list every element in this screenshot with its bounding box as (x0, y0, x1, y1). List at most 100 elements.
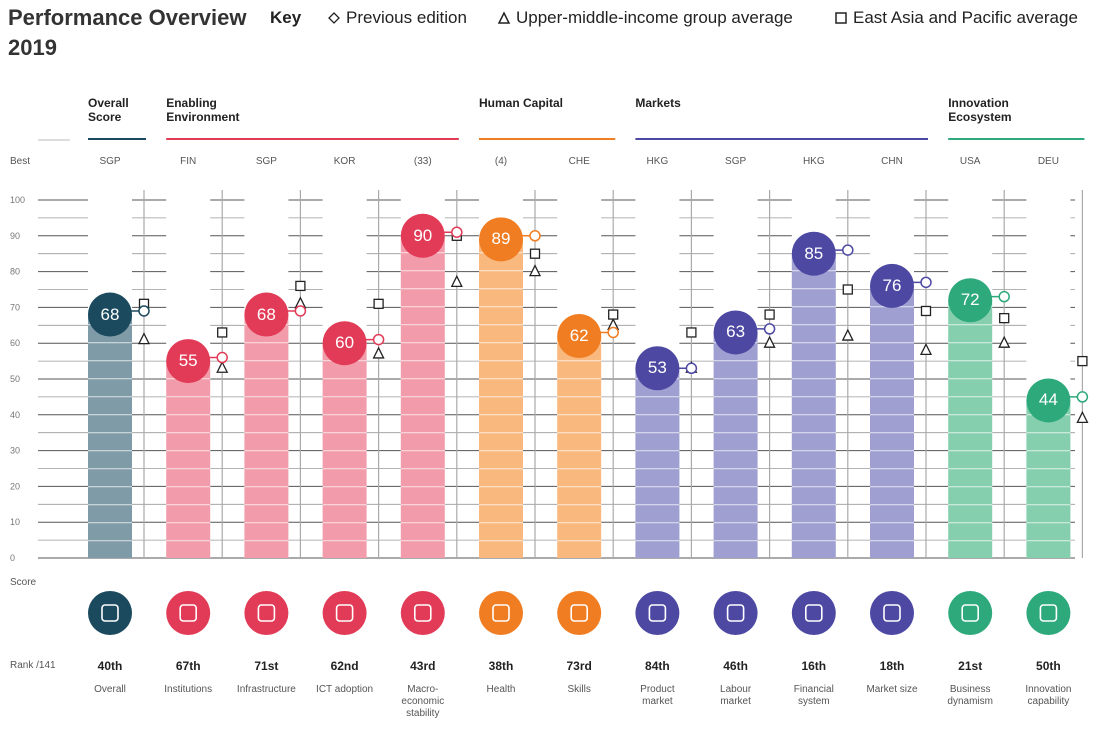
score-label: 55 (178, 351, 198, 371)
best-country: HKG (646, 156, 669, 167)
best-country: HKG (802, 156, 825, 167)
bar-stripes (400, 235, 445, 559)
group-title: Innovation Ecosystem (948, 96, 1012, 125)
score-circle (713, 310, 758, 355)
bar-stripes (88, 314, 132, 558)
y-tick-label: 90 (10, 231, 20, 241)
previous-marker (998, 290, 1010, 303)
pillar-icon-glyph (101, 604, 119, 622)
y-tick-label: 40 (10, 410, 20, 420)
score-circle (322, 321, 367, 366)
best-label: Best (10, 156, 31, 167)
previous-marker (372, 333, 385, 346)
previous-marker (1076, 391, 1089, 403)
bar-stripes (166, 361, 211, 558)
pillar-icon (713, 591, 758, 635)
rank: 43rd (410, 659, 436, 673)
score-circle (948, 278, 993, 323)
legend-triangle (497, 11, 511, 24)
best-country: KOR (333, 156, 356, 167)
east-asia-marker (999, 312, 1010, 324)
rank: 40th (97, 659, 123, 673)
score-label: 53 (647, 358, 667, 378)
group-title: Human Capital (479, 96, 564, 110)
rank: 67th (175, 659, 201, 673)
best-country: FIN (180, 156, 197, 167)
upper-middle-marker (841, 328, 854, 341)
upper-middle-marker (137, 332, 151, 345)
pillar-name: Financial system (793, 684, 834, 707)
previous-marker (685, 362, 698, 375)
score-label: 68 (256, 304, 276, 324)
score-circle (479, 217, 523, 262)
pillar-icon-glyph (804, 604, 823, 622)
previous-marker (920, 276, 932, 289)
score-circle (244, 292, 289, 337)
best-country: (4) (494, 156, 508, 167)
east-asia-marker (217, 327, 228, 338)
rank: 62nd (330, 659, 359, 673)
upper-middle-marker (216, 360, 229, 373)
key-title: Key (270, 8, 302, 27)
bar-stripes (322, 343, 367, 558)
best-country: DEU (1037, 156, 1059, 167)
score-circle (635, 346, 680, 391)
bar-stripes (1026, 400, 1071, 558)
previous-marker (138, 305, 150, 317)
score-label: 76 (882, 275, 902, 295)
rank: 18th (879, 659, 905, 673)
previous-marker (529, 230, 541, 242)
bar-stripes (635, 368, 680, 558)
pillar-name: Product market (640, 684, 675, 707)
score-label: 89 (491, 229, 511, 249)
y-tick-label: 70 (10, 302, 20, 312)
group-title: Markets (635, 96, 681, 110)
score-label: 85 (804, 243, 824, 263)
pillar-icon (557, 591, 602, 635)
east-asia-marker (373, 298, 384, 309)
previous-marker (451, 226, 463, 238)
upper-middle-marker (998, 335, 1011, 348)
best-country: SGP (255, 156, 277, 167)
score-label: 72 (960, 290, 980, 310)
best-country: (33) (413, 156, 432, 167)
score-circle (791, 231, 836, 276)
score-label: 63 (726, 322, 746, 342)
rank: 16th (801, 659, 827, 673)
score-circle (166, 339, 211, 384)
rank: 38th (488, 659, 514, 673)
score-label: 62 (569, 326, 589, 346)
east-asia-marker (842, 284, 853, 295)
pillar-icon-glyph (257, 604, 276, 622)
east-asia-marker (1077, 355, 1088, 367)
pillar-icon (635, 591, 680, 635)
legend-square (835, 12, 847, 24)
east-asia-marker (608, 309, 619, 320)
upper-middle-marker (528, 264, 542, 277)
previous-marker (763, 323, 776, 335)
pillar-name: Overall (94, 684, 126, 695)
rank: 50th (1036, 659, 1061, 673)
bar-stripes (244, 314, 289, 558)
pillar-icon-glyph (179, 604, 197, 622)
best-country: SGP (725, 156, 747, 167)
score-circle (557, 314, 602, 359)
east-asia-marker (686, 327, 697, 338)
score-label: 90 (413, 225, 433, 245)
y-tick-label: 60 (10, 338, 20, 348)
y-tick-label: 0 (10, 553, 15, 563)
y-tick-label: 30 (10, 446, 20, 456)
pillar-name: Market size (866, 684, 918, 695)
score-circle (870, 263, 914, 308)
pillar-name: Skills (567, 684, 591, 695)
score-circle (1026, 378, 1071, 423)
east-asia-marker (764, 309, 775, 320)
rank: 71st (254, 659, 279, 673)
legend-diamond (328, 12, 340, 24)
pillar-icon (479, 591, 523, 635)
pillar-icon (88, 591, 132, 635)
rank: 73rd (566, 659, 592, 673)
rank: 84th (645, 659, 670, 673)
